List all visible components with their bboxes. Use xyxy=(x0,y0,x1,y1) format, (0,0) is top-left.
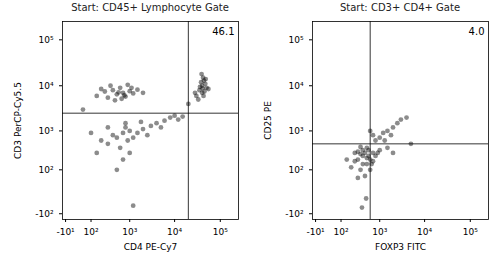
svg-text:FOXP3 FITC: FOXP3 FITC xyxy=(375,242,426,252)
svg-text:10²: 10² xyxy=(38,165,53,175)
svg-text:CD25 PE: CD25 PE xyxy=(263,101,273,140)
svg-text:46.1: 46.1 xyxy=(212,26,234,37)
svg-text:10³: 10³ xyxy=(288,126,303,136)
svg-text:CD3 PerCP-Cy5.5: CD3 PerCP-Cy5.5 xyxy=(13,82,23,159)
svg-text:10²: 10² xyxy=(333,227,348,237)
svg-text:10⁵: 10⁵ xyxy=(38,35,53,45)
svg-text:10³: 10³ xyxy=(122,227,137,237)
svg-text:10⁴: 10⁴ xyxy=(38,81,53,91)
svg-text:-10²: -10² xyxy=(285,209,304,219)
svg-text:10⁵: 10⁵ xyxy=(213,227,228,237)
svg-text:CD4 PE-Cy7: CD4 PE-Cy7 xyxy=(124,242,178,252)
svg-text:10⁴: 10⁴ xyxy=(288,81,303,91)
svg-text:-10²: -10² xyxy=(35,209,54,219)
svg-text:10⁴: 10⁴ xyxy=(417,227,432,237)
html-text:Start: CD3+ CD4+ Gate: Start: CD3+ CD4+ Gate xyxy=(339,2,461,13)
svg-text:10²: 10² xyxy=(288,165,303,175)
svg-text:10³: 10³ xyxy=(372,227,387,237)
svg-text:10³: 10³ xyxy=(38,126,53,136)
svg-text:10²: 10² xyxy=(83,227,98,237)
svg-text:-10¹: -10¹ xyxy=(56,227,75,237)
svg-text:4.0: 4.0 xyxy=(469,26,485,37)
svg-text:10⁴: 10⁴ xyxy=(167,227,182,237)
svg-text:10⁵: 10⁵ xyxy=(288,35,303,45)
html-text:Start: CD45+ Lymphocyte Gate: Start: CD45+ Lymphocyte Gate xyxy=(71,2,229,13)
svg-text:10⁵: 10⁵ xyxy=(463,227,478,237)
svg-text:-10¹: -10¹ xyxy=(306,227,325,237)
